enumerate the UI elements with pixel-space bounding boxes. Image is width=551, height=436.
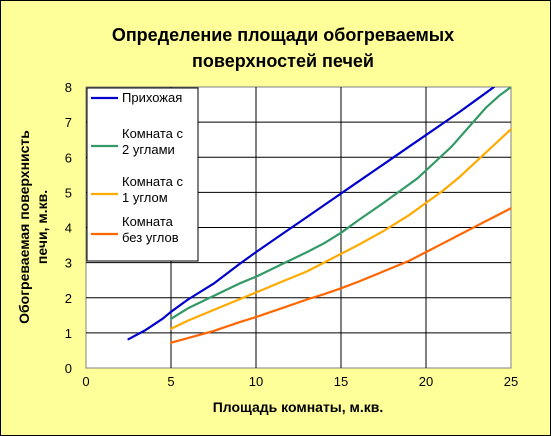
legend-label-2-0: Комната с bbox=[122, 174, 184, 189]
legend-label-1-1: 2 углами bbox=[122, 142, 175, 157]
x-tick-label-3: 15 bbox=[334, 374, 348, 389]
y-tick-label-7: 7 bbox=[65, 115, 72, 130]
x-tick-label-0: 0 bbox=[82, 374, 89, 389]
y-axis-label: Обогреваемая поверхнисть печи, м.кв. bbox=[16, 130, 50, 324]
legend-label-2-1: 1 углом bbox=[122, 190, 168, 205]
legend-box bbox=[86, 87, 199, 262]
x-tick-label-4: 20 bbox=[419, 374, 433, 389]
y-tick-label-3: 3 bbox=[65, 256, 72, 271]
series-line-1 bbox=[169, 87, 511, 320]
y-tick-label-6: 6 bbox=[65, 150, 72, 165]
chart-title-line-1: Определение площади обогреваемых bbox=[112, 25, 454, 45]
y-tick-label-8: 8 bbox=[65, 80, 72, 95]
series-line-0 bbox=[127, 87, 496, 341]
series-line-3 bbox=[169, 207, 511, 344]
y-tick-label-0: 0 bbox=[65, 361, 72, 376]
y-axis-label-line-1: Обогреваемая поверхнисть bbox=[16, 130, 32, 324]
legend-label-3-0: Комната bbox=[122, 214, 174, 229]
legend-label-0-0: Прихожая bbox=[122, 90, 182, 105]
y-axis-label-line-2: печи, м.кв. bbox=[34, 190, 50, 264]
y-tick-label-5: 5 bbox=[65, 185, 72, 200]
y-tick-label-2: 2 bbox=[65, 291, 72, 306]
x-tick-label-5: 25 bbox=[504, 374, 518, 389]
chart-title-line-2: поверхностей печей bbox=[192, 51, 374, 71]
legend-label-1-0: Комната с bbox=[122, 126, 184, 141]
x-tick-label-2: 10 bbox=[249, 374, 263, 389]
tick-labels: 0 5 10 15 20 25 0 1 2 3 4 5 6 7 8 bbox=[65, 80, 518, 389]
x-axis-label: Площадь комнаты, м.кв. bbox=[213, 399, 384, 415]
y-tick-label-1: 1 bbox=[65, 326, 72, 341]
x-tick-label-1: 5 bbox=[167, 374, 174, 389]
series-layer bbox=[127, 87, 511, 344]
y-tick-label-4: 4 bbox=[65, 221, 72, 236]
series-line-2 bbox=[169, 128, 511, 330]
legend-label-3-1: без углов bbox=[122, 230, 179, 245]
